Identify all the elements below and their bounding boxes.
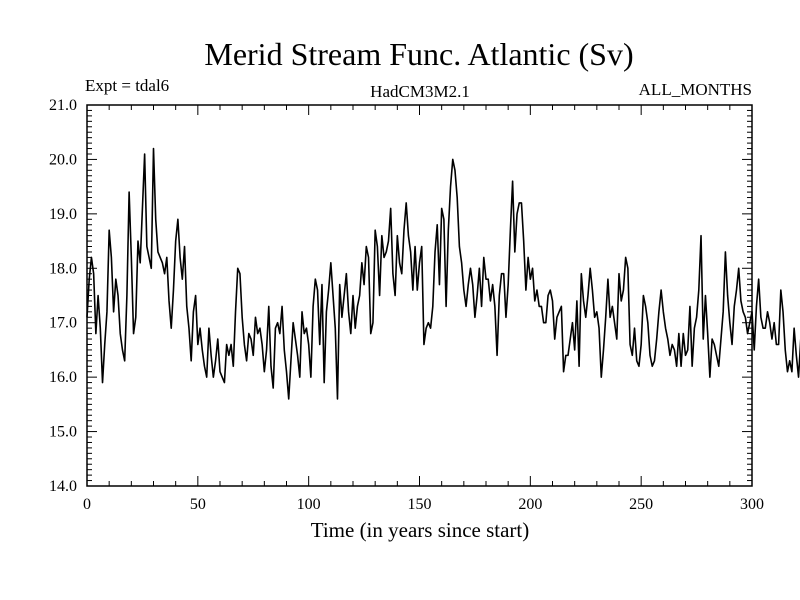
x-tick-label: 250	[629, 496, 653, 513]
x-tick-label: 0	[83, 496, 91, 513]
y-tick-label: 16.0	[49, 369, 77, 386]
y-tick-label: 15.0	[49, 424, 77, 441]
y-tick-label: 17.0	[49, 315, 77, 332]
x-tick-label: 300	[740, 496, 764, 513]
subtitle-model: HadCM3M2.1	[370, 82, 470, 101]
x-axis-label: Time (in years since start)	[311, 518, 530, 542]
subtitle-experiment: Expt = tdal6	[85, 76, 169, 95]
y-tick-label: 18.0	[49, 260, 77, 277]
x-tick-label: 150	[408, 496, 432, 513]
y-tick-label: 14.0	[49, 478, 77, 495]
series-layer	[86, 147, 800, 400]
chart-title: Merid Stream Func. Atlantic (Sv)	[204, 36, 633, 72]
plot-frame	[86, 104, 753, 487]
subtitle-period: ALL_MONTHS	[639, 80, 752, 99]
y-tick-label: 20.0	[49, 151, 77, 168]
axes: 0 50 100 150 200 250 300 14.0 15.0 16.0 17.0 18.0 19…	[49, 97, 764, 513]
y-tick-label: 19.0	[49, 206, 77, 223]
y-tick-label: 21.0	[49, 97, 77, 114]
x-tick-label: 100	[297, 496, 321, 513]
x-tick-label: 200	[518, 496, 542, 513]
x-tick-label: 50	[190, 496, 206, 513]
series-line	[86, 147, 800, 400]
